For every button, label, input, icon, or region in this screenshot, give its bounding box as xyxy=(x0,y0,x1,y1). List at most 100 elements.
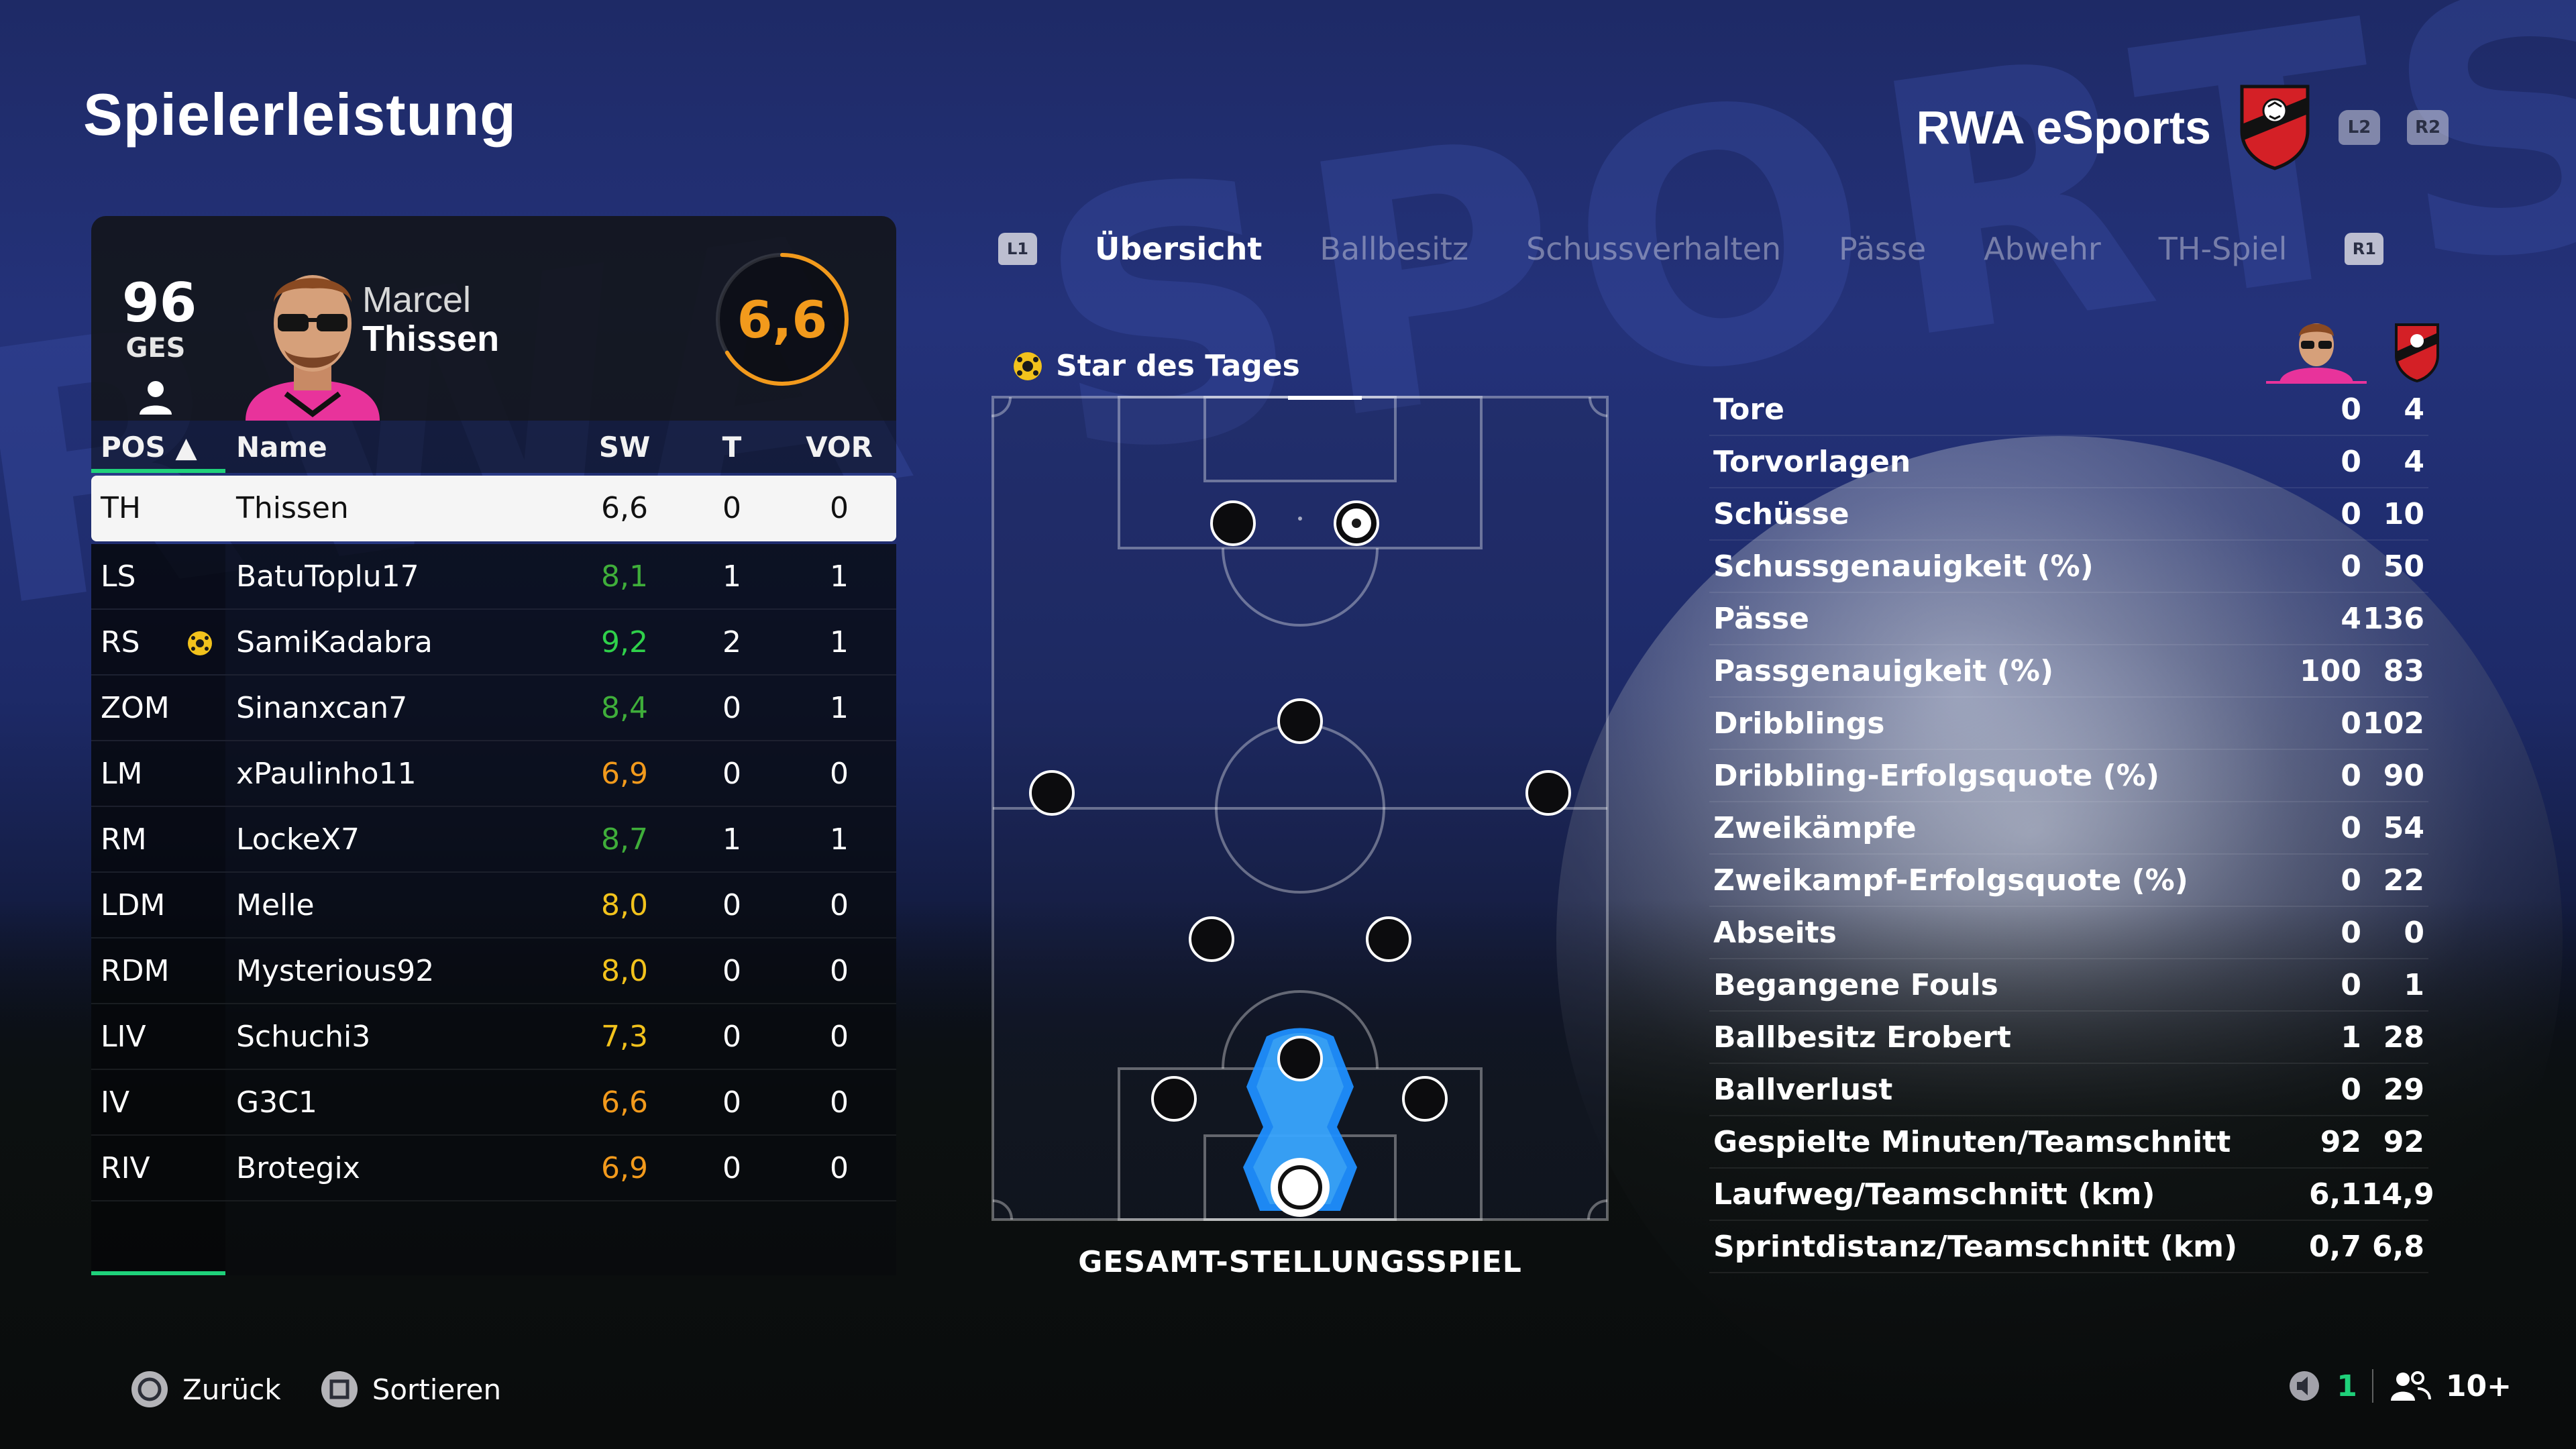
row-goals: 0 xyxy=(722,888,741,922)
marker-ldm xyxy=(1189,916,1234,962)
l1-button[interactable]: L1 xyxy=(998,233,1037,265)
match-rating: 6,6 xyxy=(737,289,828,350)
header-rating[interactable]: SW xyxy=(598,430,651,464)
row-position: IV xyxy=(91,1070,225,1134)
player-markers xyxy=(1029,500,1571,1217)
marker-iv xyxy=(1277,1036,1323,1081)
row-position: LM xyxy=(91,741,225,806)
stat-player-value: 0 xyxy=(2341,967,2361,1002)
row-assists: 1 xyxy=(830,822,849,857)
row-player-name: Brotegix xyxy=(236,1150,360,1185)
tab-overview[interactable]: Übersicht xyxy=(1095,231,1263,267)
bottom-arc xyxy=(1222,990,1379,1069)
row-player-name: Mysterious92 xyxy=(236,953,435,988)
roster-row[interactable]: IV G3C1 6,6 0 0 xyxy=(91,1070,896,1136)
marker-rm xyxy=(1525,770,1571,816)
stat-team-value: 136 xyxy=(2363,601,2424,636)
roster-rows: TH Thissen 6,6 0 0 LS BatuToplu17 8,1 1 1 RS SamiKa… xyxy=(91,476,896,1201)
stat-label: Ballverlust xyxy=(1713,1072,1893,1107)
roster-row[interactable]: RIV Brotegix 6,9 0 0 xyxy=(91,1136,896,1201)
row-assists: 0 xyxy=(830,888,849,922)
stat-player-value: 6,1 xyxy=(2309,1177,2361,1212)
stat-team-value: 28 xyxy=(2383,1020,2424,1055)
stat-row: Abseits 0 0 xyxy=(1709,907,2428,959)
row-goals: 2 xyxy=(722,625,741,659)
r1-button[interactable]: R1 xyxy=(2345,233,2384,265)
stats-table: Tore 0 4 Torvorlagen 0 4 Schüsse 0 10 Schussgenau… xyxy=(1709,384,2434,1273)
roster-row[interactable]: LDM Melle 8,0 0 0 xyxy=(91,873,896,938)
stat-player-value: 0 xyxy=(2341,915,2361,950)
row-player-name: Melle xyxy=(236,888,315,922)
row-goals: 0 xyxy=(722,756,741,791)
stat-row: Pässe 4 136 xyxy=(1709,593,2428,645)
row-player-name: SamiKadabra xyxy=(236,625,433,659)
stat-label: Zweikämpfe xyxy=(1713,810,1917,845)
roster-row[interactable]: TH Thissen 6,6 0 0 xyxy=(91,476,896,541)
marker-zom xyxy=(1277,698,1323,744)
row-goals: 0 xyxy=(722,1085,741,1120)
row-goals: 0 xyxy=(722,1150,741,1185)
positioning-caption: GESAMT-STELLUNGSSPIEL xyxy=(1078,1245,1522,1279)
roster-row[interactable]: LM xPaulinho11 6,9 0 0 xyxy=(91,741,896,807)
team-crest-icon xyxy=(2240,85,2310,170)
stat-team-value: 22 xyxy=(2383,863,2424,898)
stat-team-value: 10 xyxy=(2383,496,2424,531)
row-assists: 1 xyxy=(830,559,849,594)
stat-team-value: 102 xyxy=(2363,706,2424,741)
header-assists[interactable]: VOR xyxy=(806,430,873,464)
sort-button[interactable]: Sortieren xyxy=(319,1368,501,1410)
tab-defending[interactable]: Abwehr xyxy=(1984,231,2101,267)
header-goals[interactable]: T xyxy=(722,430,742,464)
overall-label: GES xyxy=(125,333,186,364)
player-last-name: Thissen xyxy=(362,319,500,360)
top-marker xyxy=(1288,396,1362,400)
pitch-heatmap xyxy=(991,396,1609,1221)
stat-player-value: 0,7 xyxy=(2309,1229,2361,1264)
tab-possession[interactable]: Ballbesitz xyxy=(1320,231,1469,267)
voice-muted-icon xyxy=(2290,1371,2320,1401)
stat-player-value: 0 xyxy=(2341,392,2361,427)
back-button[interactable]: Zurück xyxy=(129,1368,281,1410)
stat-player-value: 92 xyxy=(2320,1124,2361,1159)
stats-column-headers xyxy=(2266,310,2440,384)
stat-row: Ballverlust 0 29 xyxy=(1709,1064,2428,1116)
stat-player-value: 0 xyxy=(2341,863,2361,898)
stat-row: Zweikämpfe 0 54 xyxy=(1709,802,2428,855)
row-rating: 8,7 xyxy=(601,822,648,857)
r2-button[interactable]: R2 xyxy=(2407,110,2449,145)
roster-row[interactable]: RDM Mysterious92 8,0 0 0 xyxy=(91,938,896,1004)
stat-team-value: 92 xyxy=(2383,1124,2424,1159)
stat-row: Torvorlagen 0 4 xyxy=(1709,436,2428,488)
footer-separator xyxy=(2371,1369,2373,1403)
roster-row[interactable]: LIV Schuchi3 7,3 0 0 xyxy=(91,1004,896,1070)
row-player-name: Thissen xyxy=(236,490,349,525)
tab-goalkeeping[interactable]: TH-Spiel xyxy=(2158,231,2288,267)
stat-label: Ballbesitz Erobert xyxy=(1713,1020,2012,1055)
header-pos[interactable]: POS ▲ xyxy=(101,430,197,464)
stat-label: Dribblings xyxy=(1713,706,1885,741)
stat-label: Passgenauigkeit (%) xyxy=(1713,653,2054,688)
stat-row: Schussgenauigkeit (%) 0 50 xyxy=(1709,541,2428,593)
row-position: LS xyxy=(91,544,225,608)
row-assists: 1 xyxy=(830,690,849,725)
roster-table: POS ▲ Name SW T VOR TH Thissen 6,6 0 0 LS Batu… xyxy=(91,421,896,1275)
roster-row[interactable]: ZOM Sinanxcan7 8,4 0 1 xyxy=(91,676,896,741)
tab-shooting[interactable]: Schussverhalten xyxy=(1526,231,1782,267)
row-player-name: G3C1 xyxy=(236,1085,317,1120)
stat-team-value: 4 xyxy=(2404,444,2424,479)
stat-row: Ballbesitz Erobert 1 28 xyxy=(1709,1012,2428,1064)
header-name[interactable]: Name xyxy=(236,430,327,464)
stat-team-value: 29 xyxy=(2383,1072,2424,1107)
l2-button[interactable]: L2 xyxy=(2339,110,2380,145)
roster-header: POS ▲ Name SW T VOR xyxy=(91,421,896,473)
stat-team-value: 0 xyxy=(2404,915,2424,950)
roster-row[interactable]: RS SamiKadabra 9,2 2 1 xyxy=(91,610,896,676)
player-card: 96 GES Marcel Thissen 6,6 xyxy=(91,216,896,421)
stat-label: Schüsse xyxy=(1713,496,1849,531)
roster-row[interactable]: RM LockeX7 8,7 1 1 xyxy=(91,807,896,873)
roster-row[interactable]: LS BatuToplu17 8,1 1 1 xyxy=(91,544,896,610)
stat-label: Torvorlagen xyxy=(1713,444,1911,479)
stat-row: Passgenauigkeit (%) 100 83 xyxy=(1709,645,2428,698)
star-of-the-day: Star des Tages xyxy=(1012,349,1300,383)
tab-passing[interactable]: Pässe xyxy=(1839,231,1927,267)
